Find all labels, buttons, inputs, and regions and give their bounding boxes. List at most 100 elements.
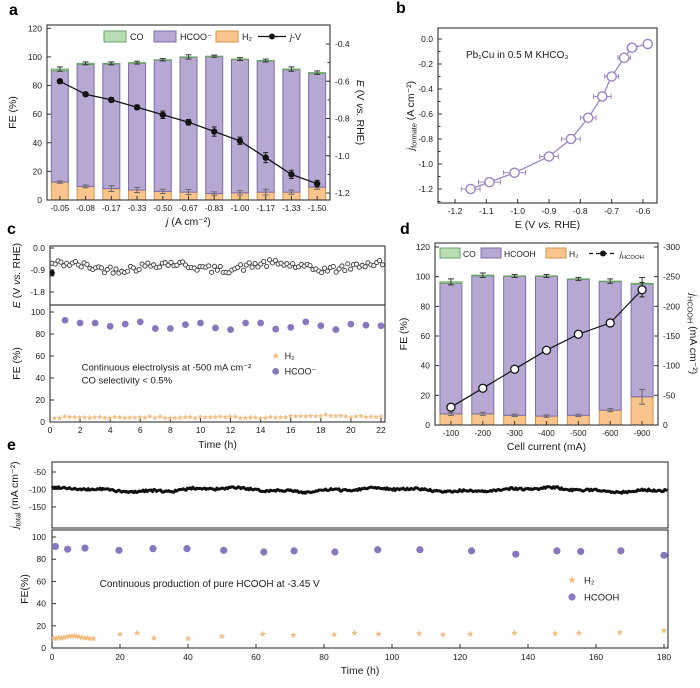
legend: CO HCOOH H₂ jHCOOH <box>439 247 644 261</box>
svg-text:-1.8: -1.8 <box>30 287 45 297</box>
svg-text:-0.7: -0.7 <box>604 206 619 216</box>
axes: 0 20 40 60 80 100 120 -0.4 -0.6 -0.8 -1.0 -1.2 -0.05… <box>28 23 350 213</box>
svg-text:H₂: H₂ <box>569 249 578 259</box>
svg-text:-0.8: -0.8 <box>335 114 350 124</box>
panel-label-a: a <box>9 2 18 19</box>
svg-text:-600: -600 <box>602 429 619 438</box>
svg-text:80: 80 <box>319 652 329 662</box>
panel-b-chart: -1.2 -1.1 -1.0 -0.9 -0.8 -0.7 -0.6 0.0 -0.2 -0.4 -… <box>405 27 658 231</box>
panel-d-chart: 0 20 40 60 80 100 120 0 -50 -100 -150 -200 -250 -300 -… <box>398 242 699 453</box>
svg-text:6: 6 <box>138 425 143 435</box>
svg-text:-0.6: -0.6 <box>636 206 651 216</box>
svg-text:40: 40 <box>36 373 46 383</box>
svg-text:j (A cm⁻²): j (A cm⁻²) <box>164 216 211 228</box>
svg-text:2: 2 <box>78 425 83 435</box>
svg-text:-0.50: -0.50 <box>153 204 172 213</box>
svg-text:FE (%): FE (%) <box>7 96 19 129</box>
svg-text:HCOOH: HCOOH <box>504 249 536 259</box>
svg-text:18: 18 <box>316 425 326 435</box>
svg-text:E (V vs. RHE): E (V vs. RHE) <box>515 219 580 231</box>
svg-text:0: 0 <box>41 643 46 653</box>
svg-text:-100: -100 <box>443 429 460 438</box>
bars-stacked <box>50 54 327 201</box>
svg-text:-1.0: -1.0 <box>510 206 525 216</box>
svg-text:100: 100 <box>28 52 42 62</box>
svg-text:H₂: H₂ <box>242 32 252 42</box>
panel-label-c: c <box>7 221 16 238</box>
svg-text:100: 100 <box>32 532 46 542</box>
svg-text:0: 0 <box>48 425 53 435</box>
svg-text:-1.1: -1.1 <box>479 206 494 216</box>
svg-text:100: 100 <box>31 307 45 317</box>
svg-text:-150: -150 <box>29 502 46 512</box>
svg-text:20: 20 <box>33 166 43 176</box>
jhcooh-line <box>446 282 647 412</box>
svg-text:-50: -50 <box>34 467 47 477</box>
svg-text:60: 60 <box>251 652 261 662</box>
svg-text:-0.6: -0.6 <box>335 76 350 86</box>
svg-text:0: 0 <box>50 652 55 662</box>
panel-label-b: b <box>396 0 406 17</box>
svg-text:120: 120 <box>453 652 467 662</box>
svg-text:40: 40 <box>421 361 431 371</box>
svg-text:-0.08: -0.08 <box>76 204 95 213</box>
svg-text:4: 4 <box>108 425 113 435</box>
svg-text:-150: -150 <box>663 331 680 341</box>
svg-text:jtotal (mA cm⁻²): jtotal (mA cm⁻²) <box>9 461 23 530</box>
svg-text:H₂: H₂ <box>285 351 295 361</box>
svg-text:120: 120 <box>28 23 42 33</box>
svg-text:-200: -200 <box>475 429 492 438</box>
svg-text:100: 100 <box>385 652 399 662</box>
svg-text:-0.4: -0.4 <box>335 39 350 49</box>
svg-text:120: 120 <box>416 242 430 252</box>
svg-text:-0.9: -0.9 <box>542 206 557 216</box>
axis-labels: j (A cm⁻²) FE (%) E (V vs. RHE) <box>7 80 366 228</box>
svg-text:Time (h): Time (h) <box>198 439 237 451</box>
axis-labels: E (V vs. RHE) jformate (A cm⁻²) <box>405 81 580 231</box>
svg-text:180: 180 <box>657 652 671 662</box>
panel-c-chart: 0.0 -0.9 -1.8 0 20 40 60 80 100 0 2 4 6 8 10 12 14 16 18 20… <box>11 243 386 451</box>
annotation: Pb₁Cu in 0.5 M KHCO₃ <box>466 50 568 61</box>
axis-labels: E (V vs. RHE) FE (%) Time (h) <box>11 243 237 451</box>
svg-text:CO: CO <box>463 249 476 259</box>
panel-e-chart: -50 -100 -150 0 20 40 60 80 100 0 20 40 60 80 100 120 14… <box>9 461 671 677</box>
annotation: Continuous production of pure HCOOH at -… <box>100 579 320 590</box>
svg-text:140: 140 <box>521 652 535 662</box>
svg-text:jformate (A cm⁻²): jformate (A cm⁻²) <box>405 81 419 152</box>
svg-text:Continuous production of pure: Continuous production of pure HCOOH at -… <box>100 579 320 590</box>
svg-text:-1.2: -1.2 <box>418 184 433 194</box>
legend: CO HCOO⁻ H₂ j-V <box>103 30 301 43</box>
panel-label-d: d <box>400 221 410 238</box>
svg-text:20: 20 <box>421 390 431 400</box>
svg-text:CO selectivity < 0.5%: CO selectivity < 0.5% <box>82 375 173 386</box>
potential-scatter <box>49 257 386 277</box>
svg-text:20: 20 <box>115 652 125 662</box>
svg-text:-0.8: -0.8 <box>573 206 588 216</box>
legend: H₂ HCOO⁻ <box>272 351 317 376</box>
svg-text:-100: -100 <box>29 485 46 495</box>
svg-text:-1.50: -1.50 <box>308 204 327 213</box>
svg-text:-0.17: -0.17 <box>102 204 121 213</box>
svg-text:Time (h): Time (h) <box>341 665 380 677</box>
axes: 0.0 -0.9 -1.8 0 20 40 60 80 100 0 2 4 6 8 10 12 14 16 18 20… <box>30 243 386 435</box>
svg-text:Pb₁Cu in 0.5 M KHCO₃: Pb₁Cu in 0.5 M KHCO₃ <box>466 50 568 61</box>
svg-text:0: 0 <box>37 195 42 205</box>
svg-text:-0.33: -0.33 <box>128 204 147 213</box>
svg-text:FE (%): FE (%) <box>11 347 23 380</box>
svg-text:-1.17: -1.17 <box>256 204 275 213</box>
svg-text:-0.4: -0.4 <box>418 84 433 94</box>
svg-text:-0.6: -0.6 <box>418 109 433 119</box>
svg-text:HCOOH: HCOOH <box>584 593 620 604</box>
svg-text:-1.0: -1.0 <box>418 159 433 169</box>
svg-text:HCOO⁻: HCOO⁻ <box>180 32 212 42</box>
svg-text:60: 60 <box>421 331 431 341</box>
svg-text:CO: CO <box>130 32 144 42</box>
legend: H₂ HCOOH <box>568 576 620 604</box>
svg-text:-1.00: -1.00 <box>231 204 250 213</box>
svg-text:Cell current (mA): Cell current (mA) <box>507 441 586 453</box>
axes: 0 20 40 60 80 100 120 0 -50 -100 -150 -200 -250 -300 -… <box>416 242 680 438</box>
svg-text:-1.2: -1.2 <box>335 188 350 198</box>
svg-text:-900: -900 <box>634 429 651 438</box>
svg-text:40: 40 <box>33 138 43 148</box>
